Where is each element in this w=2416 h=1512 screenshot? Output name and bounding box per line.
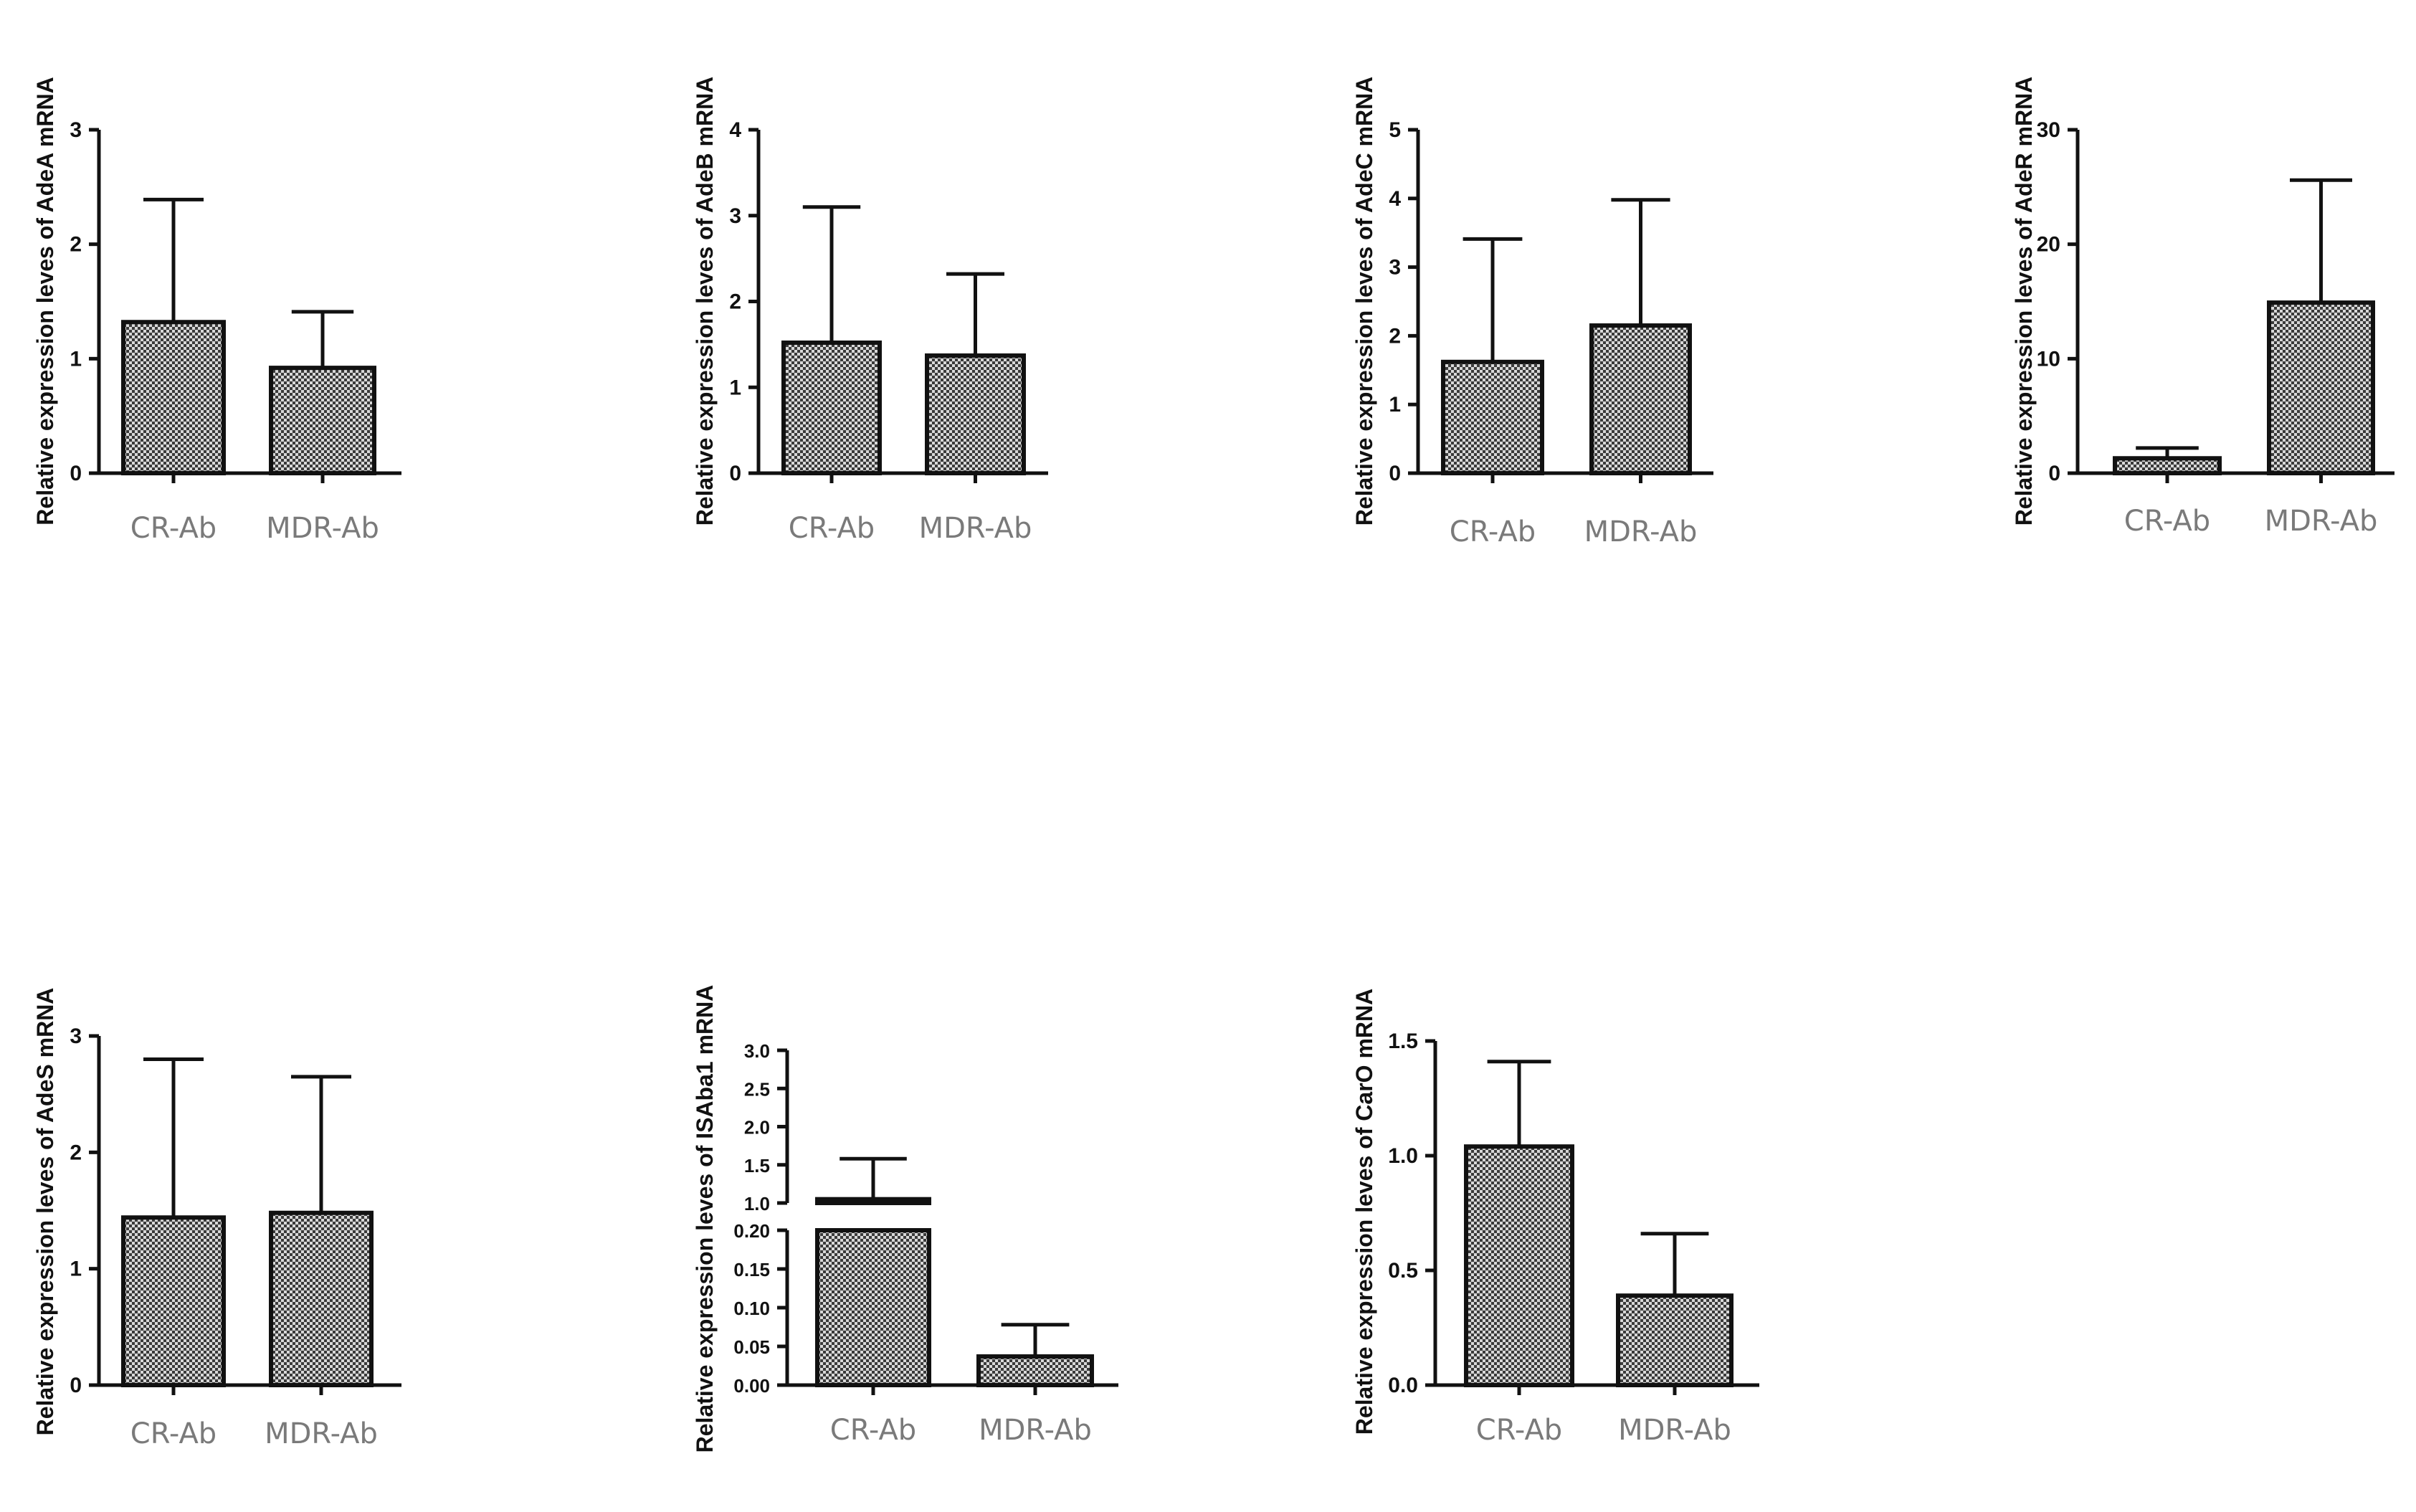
y-tick-label: 3 — [70, 1024, 82, 1048]
chart-panel-7: 0.0 0.5 1.0 1.5 CR-Ab MDR-Ab Relative expressi… — [1351, 989, 1759, 1447]
y-tick-label: 0.0 — [1388, 1374, 1418, 1397]
category-label: MDR-Ab — [2265, 505, 2378, 538]
y-tick-label: 3 — [729, 204, 741, 228]
y-tick-label: 5 — [1389, 118, 1401, 142]
y-tick-label: 1 — [729, 376, 741, 399]
bar-cr-ab-upper — [815, 1197, 931, 1206]
y-tick-label: 0.5 — [1388, 1259, 1418, 1283]
y-axis-title: Relative expression leves of CarO mRNA — [1351, 989, 1377, 1435]
category-label: MDR-Ab — [979, 1414, 1092, 1447]
bar-cr-ab — [1464, 1144, 1574, 1387]
category-label: MDR-Ab — [919, 512, 1032, 545]
y-axis-title: Relative expression leves of AdeA mRNA — [32, 77, 58, 525]
bar-mdr-ab — [925, 353, 1026, 475]
y-tick-label: 10 — [2037, 347, 2060, 371]
chart-panel-4: 0 10 20 30 CR-Ab MDR-Ab Relative expression le… — [2011, 77, 2394, 538]
y-tick-label: 30 — [2037, 118, 2060, 142]
bar-mdr-ab — [1616, 1293, 1733, 1387]
y-tick-label: 2 — [70, 233, 82, 257]
bar-mdr-ab — [2267, 300, 2375, 476]
bar-cr-ab — [121, 320, 226, 475]
category-label: MDR-Ab — [1618, 1414, 1731, 1447]
y-tick-label: 0 — [1389, 462, 1401, 485]
y-tick-label: 0.10 — [733, 1298, 770, 1319]
chart-panel-6: 0.00 0.05 0.10 0.15 0.20 1.0 1.5 2.0 2.5 3.0 CR-Ab… — [692, 985, 1118, 1453]
y-axis-title: Relative expression leves of ISAba1 mRNA — [692, 985, 718, 1453]
y-tick-label: 0 — [729, 462, 741, 485]
category-label: MDR-Ab — [265, 1417, 378, 1450]
y-tick-label: 2 — [1389, 324, 1401, 348]
y-tick-label: 1 — [1389, 393, 1401, 417]
y-axis-title: Relative expression leves of AdeB mRNA — [692, 77, 718, 526]
y-tick-label: 1.5 — [1388, 1030, 1418, 1053]
bar-mdr-ab — [269, 1210, 374, 1388]
y-tick-label: 3 — [70, 118, 82, 142]
y-tick-label: 2.5 — [744, 1078, 770, 1100]
y-tick-label: 1 — [70, 1257, 82, 1281]
y-tick-label: 3 — [1389, 256, 1401, 280]
y-tick-label: 0.15 — [733, 1259, 770, 1280]
chart-panel-3: 0 1 2 3 4 5 CR-Ab MDR-Ab Relative expression lev… — [1351, 77, 1713, 548]
chart-panel-2: 0 1 2 3 4 CR-Ab MDR-Ab Relative expression leve… — [692, 77, 1048, 545]
y-tick-label: 2 — [729, 290, 741, 314]
y-tick-label: 2 — [70, 1141, 82, 1164]
category-label: MDR-Ab — [266, 512, 379, 545]
bar-mdr-ab — [976, 1354, 1094, 1388]
y-tick-label: 1 — [70, 347, 82, 371]
y-tick-label: 4 — [1389, 187, 1401, 211]
y-tick-label: 1.5 — [744, 1155, 770, 1176]
category-label: CR-Ab — [830, 1414, 916, 1447]
bar-cr-ab — [2113, 456, 2222, 476]
bar-cr-ab — [815, 1228, 931, 1387]
bar-mdr-ab — [1589, 323, 1692, 475]
y-tick-label: 0 — [70, 1374, 82, 1397]
y-axis-title: Relative expression leves of AdeS mRNA — [32, 988, 58, 1436]
y-tick-label: 0 — [2048, 462, 2060, 485]
chart-panel-1: 0 1 2 3 CR-Ab MDR-Ab Relative expression leves… — [32, 77, 401, 545]
y-tick-label: 0.05 — [733, 1336, 770, 1358]
y-axis-title: Relative expression leves of AdeR mRNA — [2011, 77, 2037, 526]
bar-mdr-ab — [269, 366, 376, 476]
bar-cr-ab — [121, 1215, 226, 1387]
bar-cr-ab — [1441, 359, 1544, 475]
y-tick-label: 1.0 — [1388, 1144, 1418, 1168]
category-label: CR-Ab — [130, 1417, 217, 1450]
y-tick-label: 0.00 — [733, 1375, 770, 1397]
category-label: CR-Ab — [130, 512, 217, 545]
category-label: CR-Ab — [1476, 1414, 1562, 1447]
chart-panel-5: 0 1 2 3 CR-Ab MDR-Ab Relative expression leves… — [32, 988, 401, 1450]
category-label: CR-Ab — [789, 512, 875, 545]
category-label: CR-Ab — [1450, 515, 1536, 548]
y-tick-label: 2.0 — [744, 1117, 770, 1138]
category-label: CR-Ab — [2124, 505, 2210, 538]
y-tick-label: 1.0 — [744, 1193, 770, 1214]
y-tick-label: 20 — [2037, 233, 2060, 257]
y-tick-label: 3.0 — [744, 1040, 770, 1062]
y-axis-title: Relative expression leves of AdeC mRNA — [1351, 77, 1377, 526]
y-tick-label: 4 — [729, 118, 741, 142]
y-tick-label: 0 — [70, 462, 82, 485]
category-label: MDR-Ab — [1584, 515, 1698, 548]
y-tick-label: 0.20 — [733, 1220, 770, 1242]
bar-cr-ab — [781, 340, 882, 476]
